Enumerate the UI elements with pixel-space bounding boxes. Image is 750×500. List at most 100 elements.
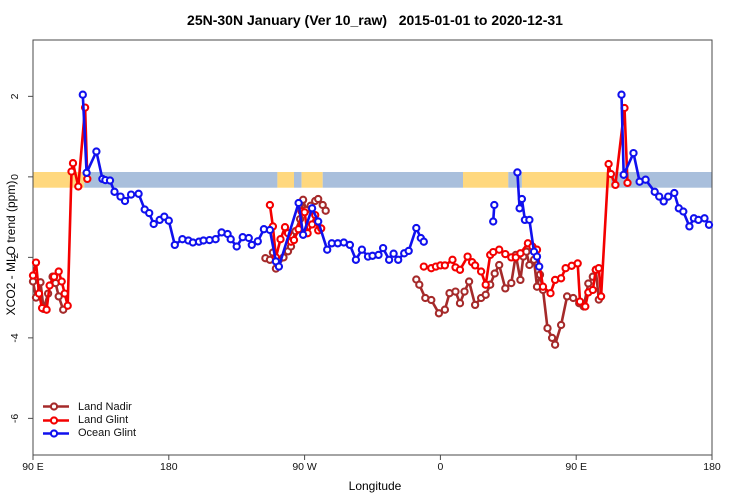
y-axis-tick-label: 2 [9, 93, 21, 99]
data-point-land-nadir [550, 340, 560, 349]
x-axis-tick-label: 0 [437, 461, 443, 473]
data-point-land-glint [68, 159, 78, 168]
data-point-ocean-glint [532, 252, 542, 261]
data-point-ocean-glint [126, 190, 136, 199]
data-point-ocean-glint [149, 219, 158, 229]
data-point-land-glint [34, 289, 44, 298]
data-point-ocean-glint [164, 216, 173, 225]
data-point-land-glint [440, 261, 450, 270]
data-point-ocean-glint [374, 250, 383, 260]
data-point-land-nadir [501, 284, 510, 293]
data-point-ocean-glint [323, 245, 332, 254]
data-point-land-glint [67, 167, 76, 176]
data-point-land-glint [54, 267, 63, 276]
data-point-ocean-glint [685, 222, 694, 231]
data-point-land-glint [596, 292, 606, 301]
data-point-ocean-glint [404, 246, 413, 256]
surface-band-land [277, 172, 294, 188]
data-point-land-glint [623, 178, 632, 188]
data-point-land-nadir [440, 305, 450, 314]
data-point-land-nadir [460, 287, 469, 296]
y-axis-tick-label: -2 [9, 253, 21, 262]
data-point-land-nadir [584, 279, 593, 288]
data-point-land-glint [45, 281, 54, 290]
data-point-land-glint [516, 249, 525, 258]
data-point-land-nadir [547, 333, 557, 343]
data-point-land-glint [74, 182, 83, 191]
data-point-ocean-glint [226, 235, 235, 244]
data-point-land-glint [63, 301, 72, 310]
surface-band-ocean [84, 172, 278, 188]
data-point-land-glint [575, 297, 585, 306]
legend-label: Land Nadir [78, 400, 132, 413]
legend-marker-icon [43, 402, 69, 411]
data-point-ocean-glint [659, 197, 668, 206]
data-point-land-nadir [481, 290, 490, 299]
legend-marker-icon [43, 429, 69, 438]
data-point-land-nadir [451, 287, 460, 296]
data-point-land-nadir [470, 300, 480, 310]
data-point-land-glint [604, 159, 613, 169]
data-point-land-glint [280, 223, 290, 232]
y-axis-tick-label: -6 [9, 414, 21, 423]
data-point-ocean-glint [145, 208, 154, 218]
x-axis-tick-label: 180 [160, 461, 178, 473]
x-axis-title: Longitude [348, 479, 402, 493]
data-point-land-nadir [516, 275, 525, 285]
data-point-land-nadir [314, 194, 323, 204]
data-point-land-glint [481, 280, 490, 289]
data-point-land-nadir [490, 269, 499, 278]
data-point-ocean-glint [211, 235, 220, 244]
surface-band-land [463, 172, 509, 188]
data-point-ocean-glint [298, 230, 308, 239]
data-point-ocean-glint [513, 168, 522, 177]
x-axis-tick-label: 90 W [292, 461, 317, 473]
surface-band-ocean [322, 172, 463, 188]
data-point-ocean-glint [389, 249, 398, 258]
data-point-land-nadir [507, 278, 516, 288]
series-line-ocean-glint [620, 93, 711, 228]
chart-title: 25N-30N January (Ver 10_raw) 2015-01-01 … [187, 12, 563, 28]
data-point-land-glint [546, 289, 555, 298]
data-point-land-glint [455, 265, 465, 274]
legend-marker-icon [43, 415, 69, 425]
data-point-ocean-glint [655, 192, 664, 201]
data-point-ocean-glint [629, 148, 638, 158]
y-axis-tick-label: 0 [9, 174, 21, 180]
data-point-land-glint [556, 274, 566, 283]
data-point-ocean-glint [351, 255, 361, 264]
data-point-ocean-glint [232, 242, 241, 251]
series-line-land-glint [31, 106, 89, 312]
data-point-ocean-glint [110, 187, 119, 196]
data-point-land-glint [307, 220, 317, 229]
data-point-land-glint [588, 285, 597, 295]
legend: Land Nadir Land Glint Ocean Glint [41, 400, 136, 440]
data-point-ocean-glint [105, 176, 115, 185]
data-point-land-glint [470, 261, 480, 270]
data-point-ocean-glint [679, 207, 688, 216]
data-point-ocean-glint [394, 255, 403, 264]
data-point-land-glint [57, 277, 66, 286]
data-point-land-nadir [543, 324, 552, 333]
data-point-land-glint [581, 302, 590, 311]
data-point-land-glint [594, 264, 603, 273]
data-point-ocean-glint [664, 192, 673, 201]
data-point-ocean-glint [244, 233, 253, 243]
data-point-ocean-glint [525, 215, 534, 225]
legend-entry-ocean-glint: Ocean Glint [41, 427, 136, 440]
data-point-land-nadir [427, 295, 436, 305]
data-point-land-glint [300, 208, 309, 217]
surface-band-land [301, 172, 323, 188]
data-point-land-nadir [434, 309, 444, 318]
data-point-ocean-glint [78, 90, 87, 99]
data-point-land-nadir [569, 293, 578, 303]
data-point-ocean-glint [307, 204, 317, 213]
data-point-ocean-glint [641, 175, 650, 184]
data-point-land-glint [49, 272, 59, 281]
legend-label: Land Glint [78, 414, 129, 427]
data-point-ocean-glint [92, 147, 101, 156]
data-point-land-glint [538, 282, 548, 291]
y-axis-tick-label: -4 [9, 333, 21, 342]
